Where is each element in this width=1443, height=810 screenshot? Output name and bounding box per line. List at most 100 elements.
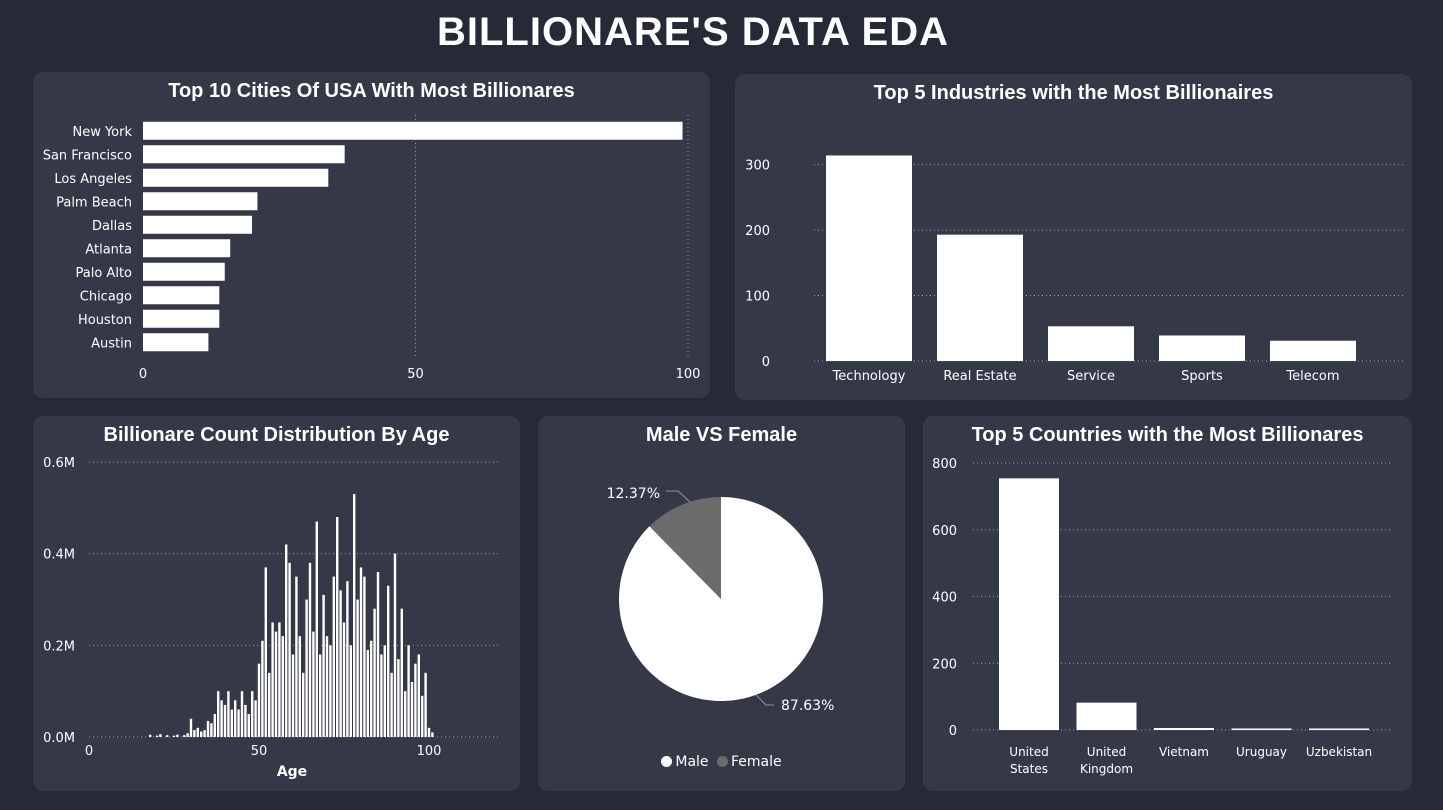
age-x-tick-label: 100 <box>417 744 442 759</box>
countries-panel: Top 5 Countries with the Most Billionare… <box>923 416 1412 791</box>
countries-chart-title: Top 5 Countries with the Most Billionare… <box>971 424 1364 446</box>
cities-bar <box>143 121 683 140</box>
countries-y-tick-label: 400 <box>932 591 957 606</box>
age-bar <box>400 608 403 737</box>
age-bar <box>172 735 176 737</box>
countries-category-label: Vietnam <box>1159 745 1209 759</box>
age-bar <box>315 521 318 737</box>
age-bar <box>407 645 410 737</box>
cities-bar-chart: 0 50 100 New York San Francisco Los Angeles Pa… <box>43 115 701 382</box>
cities-category-label: Chicago <box>80 289 132 304</box>
age-bar <box>230 709 233 737</box>
industries-category-label: Service <box>1067 369 1115 384</box>
age-bar <box>268 672 271 737</box>
age-bar <box>427 727 431 737</box>
female-leader-line <box>666 490 691 503</box>
age-bar <box>336 517 339 737</box>
age-bar <box>183 735 186 737</box>
countries-y-tick-label: 600 <box>932 524 957 539</box>
age-bar <box>189 718 193 737</box>
male-leader-line <box>755 694 774 706</box>
age-histogram-chart: 0.0M 0.2M 0.4M 0.6M 0 50 100 Age <box>43 456 499 780</box>
age-y-tick-label: 0.0M <box>43 731 75 746</box>
gender-panel: Male VS Female 12.37% 87.63% Male Female <box>538 416 905 791</box>
age-bar <box>305 599 308 737</box>
cities-x-tick-label: 0 <box>139 367 147 382</box>
countries-y-tick-label: 0 <box>949 724 957 739</box>
age-bar <box>251 691 254 737</box>
age-bar <box>149 734 152 737</box>
cities-panel: Top 10 Cities Of USA With Most Billionar… <box>33 72 710 398</box>
countries-bar <box>999 478 1059 730</box>
cities-bar <box>143 309 220 328</box>
age-bar <box>295 576 298 737</box>
industries-category-label: Technology <box>832 369 906 384</box>
age-bar <box>244 704 247 737</box>
cities-category-label: San Francisco <box>43 148 132 163</box>
age-bar <box>274 631 278 737</box>
age-bar <box>166 735 169 737</box>
countries-category-label: Kingdom <box>1080 762 1133 776</box>
age-bar <box>261 640 264 737</box>
cities-bar <box>143 333 209 352</box>
countries-category-label: Uruguay <box>1236 745 1287 759</box>
age-bar <box>359 567 363 737</box>
cities-category-label: Palo Alto <box>76 266 133 281</box>
countries-y-tick-label: 200 <box>932 657 957 672</box>
age-chart-title: Billionare Count Distribution By Age <box>103 424 450 446</box>
industries-bar <box>1048 326 1134 361</box>
age-x-axis-label: Age <box>277 764 307 780</box>
age-x-tick-label: 50 <box>251 744 268 759</box>
age-bar <box>196 727 199 737</box>
gender-legend: Male Female <box>538 754 905 770</box>
age-bar <box>376 572 380 737</box>
age-bar <box>271 622 274 737</box>
countries-category-label: Uzbekistan <box>1306 745 1372 759</box>
age-bar <box>281 636 284 737</box>
age-bar <box>370 640 373 737</box>
age-bar <box>213 714 216 737</box>
male-legend-label: Male <box>675 754 709 770</box>
age-bar <box>373 608 376 737</box>
industries-panel: Top 5 Industries with the Most Billionai… <box>735 74 1412 400</box>
age-bar <box>349 645 352 737</box>
age-bar <box>421 695 424 737</box>
female-legend-label: Female <box>731 754 782 770</box>
age-bar <box>346 581 349 737</box>
industries-category-label: Sports <box>1181 369 1223 384</box>
age-bar <box>339 590 342 737</box>
female-percent-label: 12.37% <box>607 486 660 502</box>
age-bar <box>210 723 213 737</box>
industries-bar <box>1159 335 1245 361</box>
age-y-tick-label: 0.6M <box>43 456 75 471</box>
industries-y-tick-label: 200 <box>745 224 770 239</box>
cities-category-label: Austin <box>91 336 132 351</box>
age-bar <box>424 672 427 737</box>
age-bar <box>390 672 393 737</box>
age-y-tick-label: 0.2M <box>43 639 75 654</box>
age-bar <box>220 700 223 737</box>
cities-x-tick-label: 50 <box>407 367 424 382</box>
industries-bar <box>826 155 912 361</box>
cities-bar <box>143 262 225 281</box>
industries-category-label: Telecom <box>1285 369 1339 384</box>
female-pie-slice <box>649 497 721 599</box>
cities-x-tick-label: 100 <box>676 367 701 382</box>
age-bar <box>410 682 414 737</box>
age-bar <box>186 733 189 737</box>
age-bar <box>254 700 257 737</box>
age-bar <box>223 704 227 737</box>
industries-y-tick-label: 100 <box>745 290 770 305</box>
age-bar <box>278 622 281 737</box>
age-bar <box>206 720 210 737</box>
cities-bar <box>143 192 258 211</box>
cities-bar <box>143 145 345 164</box>
cities-category-label: Houston <box>78 313 132 328</box>
industries-bar <box>937 234 1023 361</box>
countries-bar <box>1231 728 1292 730</box>
age-bar <box>264 567 267 737</box>
industries-category-label: Real Estate <box>943 369 1016 384</box>
age-bar <box>319 654 322 737</box>
age-bar <box>383 645 386 737</box>
countries-category-label: United <box>1009 745 1048 759</box>
